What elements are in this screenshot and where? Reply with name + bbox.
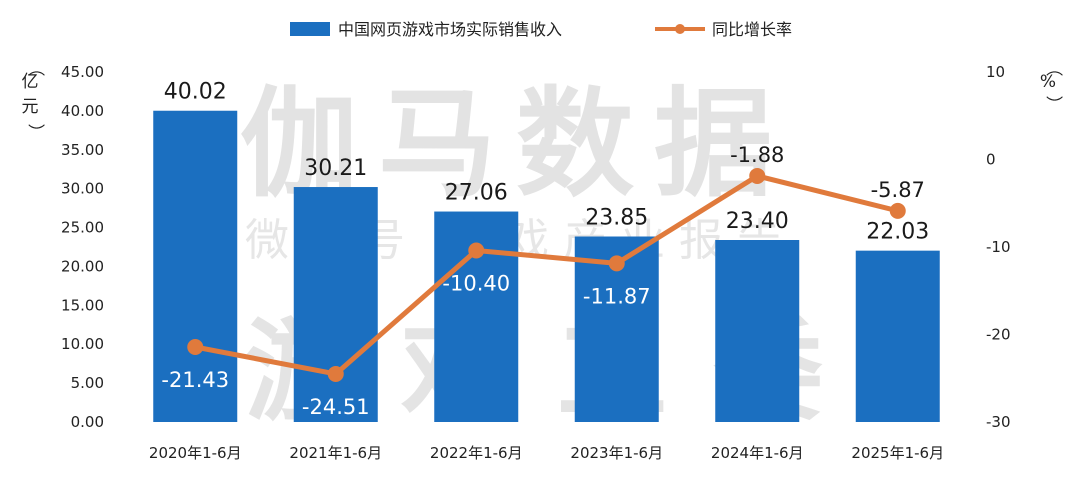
right-tick-label: -10 bbox=[986, 238, 1011, 256]
bar-value-label: 40.02 bbox=[164, 80, 227, 105]
bar-value-label: 27.06 bbox=[445, 181, 508, 206]
category-labels: 2020年1-6月 2021年1-6月 2022年1-6月 2023年1-6月 2024… bbox=[149, 444, 944, 462]
left-tick-label: 35.00 bbox=[61, 141, 104, 159]
bar bbox=[715, 240, 800, 422]
left-axis-unit-char1: 亿 bbox=[22, 72, 39, 92]
left-tick-label: 10.00 bbox=[61, 335, 104, 353]
left-axis-unit-char2: 元 bbox=[22, 97, 39, 117]
bar-value-label: 23.85 bbox=[585, 206, 648, 231]
growth-line-path bbox=[194, 173, 899, 377]
growth-line bbox=[187, 167, 906, 382]
right-axis-unit: （ % ） bbox=[1040, 60, 1063, 113]
growth-point bbox=[889, 202, 906, 219]
bar-value-labels: 40.02 30.21 27.06 23.85 23.40 22.03 bbox=[164, 80, 929, 245]
growth-point bbox=[187, 339, 204, 356]
right-axis-ticks: -30 -20 -10 0 10 bbox=[986, 63, 1011, 431]
right-tick-label: -30 bbox=[986, 413, 1011, 431]
category-label: 2025年1-6月 bbox=[851, 444, 944, 462]
category-label: 2021年1-6月 bbox=[289, 444, 382, 462]
left-axis-unit: （ 亿 元 ） bbox=[22, 60, 46, 141]
bar-value-label: 22.03 bbox=[866, 220, 929, 245]
legend: 中国网页游戏市场实际销售收入 同比增长率 bbox=[290, 20, 792, 39]
left-tick-label: 40.00 bbox=[61, 102, 104, 120]
line-value-label: -5.87 bbox=[871, 178, 925, 202]
left-axis-ticks: 0.00 5.00 10.00 15.00 20.00 25.00 30.00 35.00 40… bbox=[61, 63, 104, 431]
growth-point bbox=[327, 365, 344, 382]
growth-point bbox=[608, 255, 625, 272]
category-label: 2020年1-6月 bbox=[149, 444, 242, 462]
svg-text:）: ） bbox=[25, 124, 45, 141]
legend-line-label: 同比增长率 bbox=[712, 20, 792, 39]
left-tick-label: 5.00 bbox=[71, 374, 104, 392]
bar-value-label: 30.21 bbox=[304, 156, 367, 181]
legend-bar-label: 中国网页游戏市场实际销售收入 bbox=[338, 20, 562, 39]
line-value-label: -24.51 bbox=[302, 395, 370, 419]
line-value-label: -11.87 bbox=[583, 284, 651, 308]
svg-text:）: ） bbox=[1043, 96, 1063, 113]
svg-text:（: （ bbox=[1043, 60, 1063, 77]
bars bbox=[153, 110, 940, 422]
right-tick-label: 10 bbox=[986, 63, 1005, 81]
left-tick-label: 20.00 bbox=[61, 257, 104, 275]
line-value-label: -1.88 bbox=[730, 143, 784, 167]
growth-point bbox=[749, 167, 766, 184]
bar bbox=[855, 250, 940, 422]
right-axis-unit-char: % bbox=[1040, 72, 1056, 92]
category-label: 2024年1-6月 bbox=[711, 444, 804, 462]
left-tick-label: 15.00 bbox=[61, 296, 104, 314]
category-label: 2022年1-6月 bbox=[430, 444, 523, 462]
left-tick-label: 45.00 bbox=[61, 63, 104, 81]
legend-bar-swatch bbox=[290, 22, 330, 36]
left-tick-label: 0.00 bbox=[71, 413, 104, 431]
bar bbox=[293, 187, 378, 422]
bar bbox=[153, 110, 238, 422]
growth-point bbox=[468, 242, 485, 259]
line-value-label: -10.40 bbox=[442, 272, 510, 296]
category-label: 2023年1-6月 bbox=[570, 444, 663, 462]
left-tick-label: 25.00 bbox=[61, 219, 104, 237]
bar-value-label: 23.40 bbox=[726, 209, 789, 234]
svg-text:（: （ bbox=[25, 60, 45, 77]
line-value-label: -21.43 bbox=[161, 368, 229, 392]
right-tick-label: -20 bbox=[986, 326, 1011, 344]
legend-line-marker bbox=[675, 24, 685, 34]
right-tick-label: 0 bbox=[986, 151, 996, 169]
line-value-labels: -21.43 -24.51 -10.40 -11.87 -1.88 -5.87 bbox=[161, 143, 925, 419]
left-tick-label: 30.00 bbox=[61, 180, 104, 198]
